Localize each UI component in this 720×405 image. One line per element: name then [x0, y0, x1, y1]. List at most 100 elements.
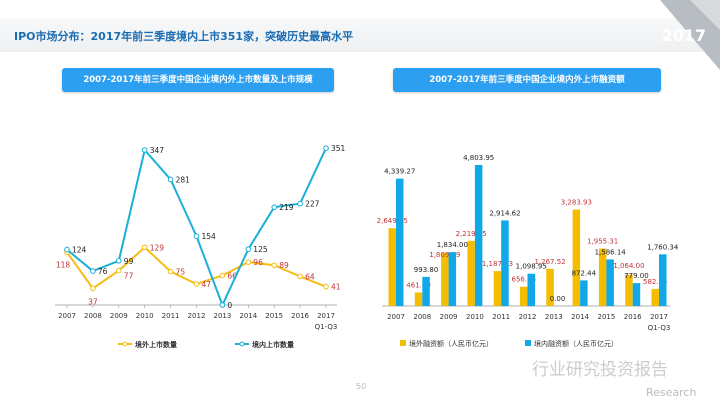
x-tick-label: 2009: [440, 313, 458, 321]
data-label: 347: [150, 146, 165, 155]
data-point: [141, 147, 148, 153]
data-point: [141, 244, 148, 251]
data-point: [271, 262, 278, 269]
data-label: 2,649.65: [377, 217, 408, 225]
legend-swatch: [525, 340, 531, 346]
data-label: 76: [98, 267, 108, 276]
line-chart: 2007 2008 2009 2010 2011 2012 2013 2014 2015 2016…: [55, 144, 346, 349]
data-label: 1,064.00: [613, 262, 644, 270]
data-label: 118: [56, 260, 71, 269]
legend-swatch: [400, 340, 406, 346]
data-point: [167, 268, 174, 275]
x-tick-label: 2014: [239, 312, 257, 320]
legend-label: 境内融资额（人民币亿元）: [534, 339, 618, 348]
data-label: 779.00: [624, 272, 649, 280]
x-tick-label: 2011: [162, 312, 180, 320]
data-point: [219, 302, 226, 308]
data-label: 66: [227, 272, 237, 281]
data-point: [116, 257, 122, 264]
data-point: [167, 176, 174, 183]
left-chart-title: 2007-2017年前三季度中国企业境内外上市数量及上市规模: [62, 68, 334, 92]
page-number: 50: [356, 382, 367, 391]
data-label: 351: [331, 144, 346, 153]
data-label: 99: [124, 257, 134, 266]
data-label: 656.16: [512, 276, 537, 284]
x-tick-label: 2007: [387, 313, 405, 321]
legend-label: 境内上市数量: [252, 340, 294, 349]
data-label: 461.49: [406, 281, 431, 289]
bar: [493, 271, 502, 306]
data-label: 582.05: [643, 278, 668, 286]
bar: [388, 228, 396, 306]
data-point: [116, 267, 122, 274]
year-badge: 2017: [661, 26, 706, 45]
x-tick-label: 2011: [492, 313, 510, 321]
data-point: [297, 273, 303, 280]
x-tick-label: 2016: [291, 312, 309, 320]
data-label: 1,267.52: [534, 258, 565, 266]
watermark: 行业研究投资报告: [532, 360, 668, 380]
x-tick-label: 2012: [188, 312, 206, 320]
data-label: 124: [72, 246, 87, 255]
data-label: 993.80: [414, 266, 439, 274]
data-point: [323, 145, 329, 152]
data-point: [219, 272, 226, 279]
bar: [572, 209, 581, 306]
data-point: [271, 204, 278, 210]
data-point: [245, 246, 252, 252]
right-chart-title: 2007-2017年前三季度中国企业境内外上市融资额: [393, 68, 661, 92]
data-label: 1,760.34: [647, 243, 679, 251]
data-point: [245, 259, 252, 265]
x-tick-label: 2013: [545, 313, 563, 321]
data-label: 1,098.95: [516, 263, 547, 271]
data-label: 281: [176, 175, 191, 184]
x-tick-note: Q1-Q3: [648, 324, 671, 332]
bar: [441, 252, 449, 306]
bar-chart: 2007 2008 2009 2010 2011 2012 2013 2014 2015 2016…: [377, 154, 679, 348]
data-label: 96: [253, 258, 263, 267]
x-tick-label: 2007: [58, 312, 76, 320]
page-title: IPO市场分布：2017年前三季度境内上市351家，突破历史最高水平: [14, 30, 354, 43]
x-tick-label: 2017: [650, 313, 668, 321]
bar: [414, 292, 423, 306]
bar: [606, 259, 614, 306]
x-tick-label: 2008: [413, 313, 431, 321]
bar: [632, 283, 641, 306]
x-tick-label: 2015: [265, 312, 283, 320]
data-label: 37: [88, 297, 98, 306]
data-label: 4,339.27: [384, 168, 415, 176]
data-point: [193, 281, 200, 287]
x-tick-note: Q1-Q3: [315, 323, 338, 331]
bar: [659, 254, 667, 306]
data-label: 89: [279, 261, 289, 270]
watermark-sub: Research: [646, 386, 697, 399]
bar: [474, 165, 483, 306]
data-label: 64: [305, 272, 315, 281]
legend-label: 境外上市数量: [135, 340, 177, 349]
data-label: 2,914.62: [489, 209, 520, 217]
bar: [651, 288, 659, 306]
data-label: 125: [253, 245, 268, 254]
data-label: 129: [150, 243, 165, 252]
bar: [625, 274, 633, 306]
data-label: 0.00: [550, 295, 566, 303]
x-tick-label: 2016: [624, 313, 642, 321]
bar: [598, 248, 607, 306]
data-point: [193, 233, 200, 240]
data-point: [297, 200, 303, 207]
data-label: 1,187.53: [482, 260, 513, 268]
bar: [422, 276, 430, 306]
corner-decoration: [660, 0, 720, 70]
data-label: 1,586.14: [595, 248, 627, 256]
data-label: 4,803.95: [463, 154, 494, 162]
x-tick-label: 2008: [84, 312, 102, 320]
data-label: 2,219.65: [456, 230, 487, 238]
bar: [396, 178, 404, 306]
data-point: [90, 268, 96, 274]
bar: [467, 240, 475, 306]
data-label: 1,955.31: [587, 238, 618, 246]
data-label: 1,834.00: [437, 241, 468, 249]
x-tick-label: 2010: [136, 312, 154, 320]
x-tick-label: 2014: [571, 313, 589, 321]
x-tick-label: 2013: [213, 312, 231, 320]
